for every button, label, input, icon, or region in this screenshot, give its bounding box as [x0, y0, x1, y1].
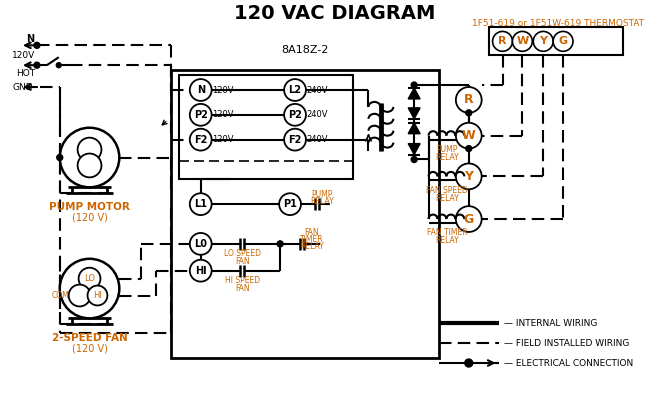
- Text: N: N: [197, 85, 205, 95]
- Text: W: W: [462, 129, 476, 142]
- Circle shape: [456, 87, 482, 113]
- Text: Y: Y: [464, 170, 473, 183]
- Circle shape: [78, 138, 101, 161]
- Text: LO: LO: [84, 274, 95, 283]
- Text: 120V: 120V: [212, 135, 233, 144]
- Text: 2-SPEED FAN: 2-SPEED FAN: [52, 333, 127, 343]
- Circle shape: [190, 79, 212, 101]
- Circle shape: [411, 157, 417, 163]
- Text: G: G: [559, 36, 567, 47]
- Circle shape: [56, 63, 61, 67]
- Text: (120 V): (120 V): [72, 212, 107, 222]
- Circle shape: [190, 104, 212, 126]
- Text: 120V: 120V: [212, 85, 233, 95]
- Circle shape: [492, 31, 513, 51]
- Text: G: G: [464, 212, 474, 225]
- Circle shape: [190, 129, 212, 150]
- Text: LO SPEED: LO SPEED: [224, 249, 261, 258]
- Text: 240V: 240V: [306, 110, 328, 119]
- Circle shape: [553, 31, 573, 51]
- Circle shape: [190, 193, 212, 215]
- Circle shape: [57, 155, 63, 160]
- Circle shape: [34, 42, 40, 48]
- Text: (120 V): (120 V): [72, 343, 107, 353]
- Text: F2: F2: [288, 134, 302, 145]
- Circle shape: [279, 193, 301, 215]
- Polygon shape: [408, 144, 420, 155]
- Text: RELAY: RELAY: [300, 242, 324, 251]
- Text: HOT: HOT: [17, 69, 36, 78]
- Text: 120V: 120V: [12, 51, 36, 60]
- Text: HI: HI: [93, 291, 102, 300]
- Circle shape: [456, 206, 482, 232]
- Circle shape: [411, 82, 417, 88]
- Text: F2: F2: [194, 134, 208, 145]
- Text: GND: GND: [12, 83, 33, 91]
- Polygon shape: [408, 108, 420, 119]
- Circle shape: [533, 31, 553, 51]
- Circle shape: [78, 268, 100, 290]
- Text: — INTERNAL WIRING: — INTERNAL WIRING: [503, 319, 597, 328]
- Circle shape: [465, 359, 473, 367]
- Circle shape: [69, 285, 90, 306]
- Circle shape: [284, 104, 306, 126]
- Text: W: W: [517, 36, 529, 47]
- Circle shape: [456, 123, 482, 149]
- Circle shape: [466, 145, 472, 152]
- Text: HI: HI: [195, 266, 206, 276]
- Text: FAN: FAN: [305, 228, 319, 238]
- Text: P2: P2: [194, 110, 208, 120]
- Bar: [179, 75, 352, 179]
- Text: FAN: FAN: [235, 284, 250, 293]
- Text: PUMP: PUMP: [311, 190, 332, 199]
- Text: TIMER: TIMER: [300, 235, 324, 244]
- Text: R: R: [464, 93, 474, 106]
- Text: R: R: [498, 36, 507, 47]
- Circle shape: [277, 241, 283, 247]
- Text: 1F51-619 or 1F51W-619 THERMOSTAT: 1F51-619 or 1F51W-619 THERMOSTAT: [472, 19, 644, 28]
- Text: 240V: 240V: [306, 85, 328, 95]
- Text: RELAY: RELAY: [310, 197, 334, 206]
- Circle shape: [190, 233, 212, 255]
- Circle shape: [60, 259, 119, 318]
- Circle shape: [78, 153, 101, 177]
- Text: — FIELD INSTALLED WIRING: — FIELD INSTALLED WIRING: [503, 339, 629, 348]
- Text: N: N: [26, 34, 34, 44]
- Text: 240V: 240V: [306, 135, 328, 144]
- Circle shape: [456, 163, 482, 189]
- Circle shape: [34, 62, 40, 68]
- Text: COM: COM: [52, 291, 70, 300]
- Text: HI SPEED: HI SPEED: [225, 276, 260, 285]
- Text: 8A18Z-2: 8A18Z-2: [281, 45, 329, 55]
- Circle shape: [284, 129, 306, 150]
- Text: RELAY: RELAY: [435, 153, 459, 162]
- Text: FAN: FAN: [235, 257, 250, 266]
- Polygon shape: [408, 123, 420, 134]
- Circle shape: [88, 286, 107, 305]
- Polygon shape: [408, 88, 420, 99]
- Bar: [488, 28, 622, 55]
- Text: 120 VAC DIAGRAM: 120 VAC DIAGRAM: [234, 4, 436, 23]
- Text: L2: L2: [289, 85, 302, 95]
- Circle shape: [284, 79, 306, 101]
- Circle shape: [60, 128, 119, 187]
- Text: PUMP: PUMP: [436, 145, 458, 154]
- Text: FAN TIMER: FAN TIMER: [427, 228, 467, 238]
- Circle shape: [190, 260, 212, 282]
- Text: P2: P2: [288, 110, 302, 120]
- Text: — ELECTRICAL CONNECTION: — ELECTRICAL CONNECTION: [503, 359, 632, 367]
- Text: PUMP MOTOR: PUMP MOTOR: [49, 202, 130, 212]
- Text: FAN SPEED: FAN SPEED: [426, 186, 468, 195]
- Text: L0: L0: [194, 239, 207, 249]
- Circle shape: [513, 31, 532, 51]
- Text: Y: Y: [539, 36, 547, 47]
- Text: P1: P1: [283, 199, 297, 209]
- Text: RELAY: RELAY: [435, 194, 459, 203]
- Bar: [171, 70, 439, 358]
- Text: 120V: 120V: [212, 110, 233, 119]
- Circle shape: [466, 110, 472, 116]
- Text: L1: L1: [194, 199, 207, 209]
- Text: RELAY: RELAY: [435, 236, 459, 246]
